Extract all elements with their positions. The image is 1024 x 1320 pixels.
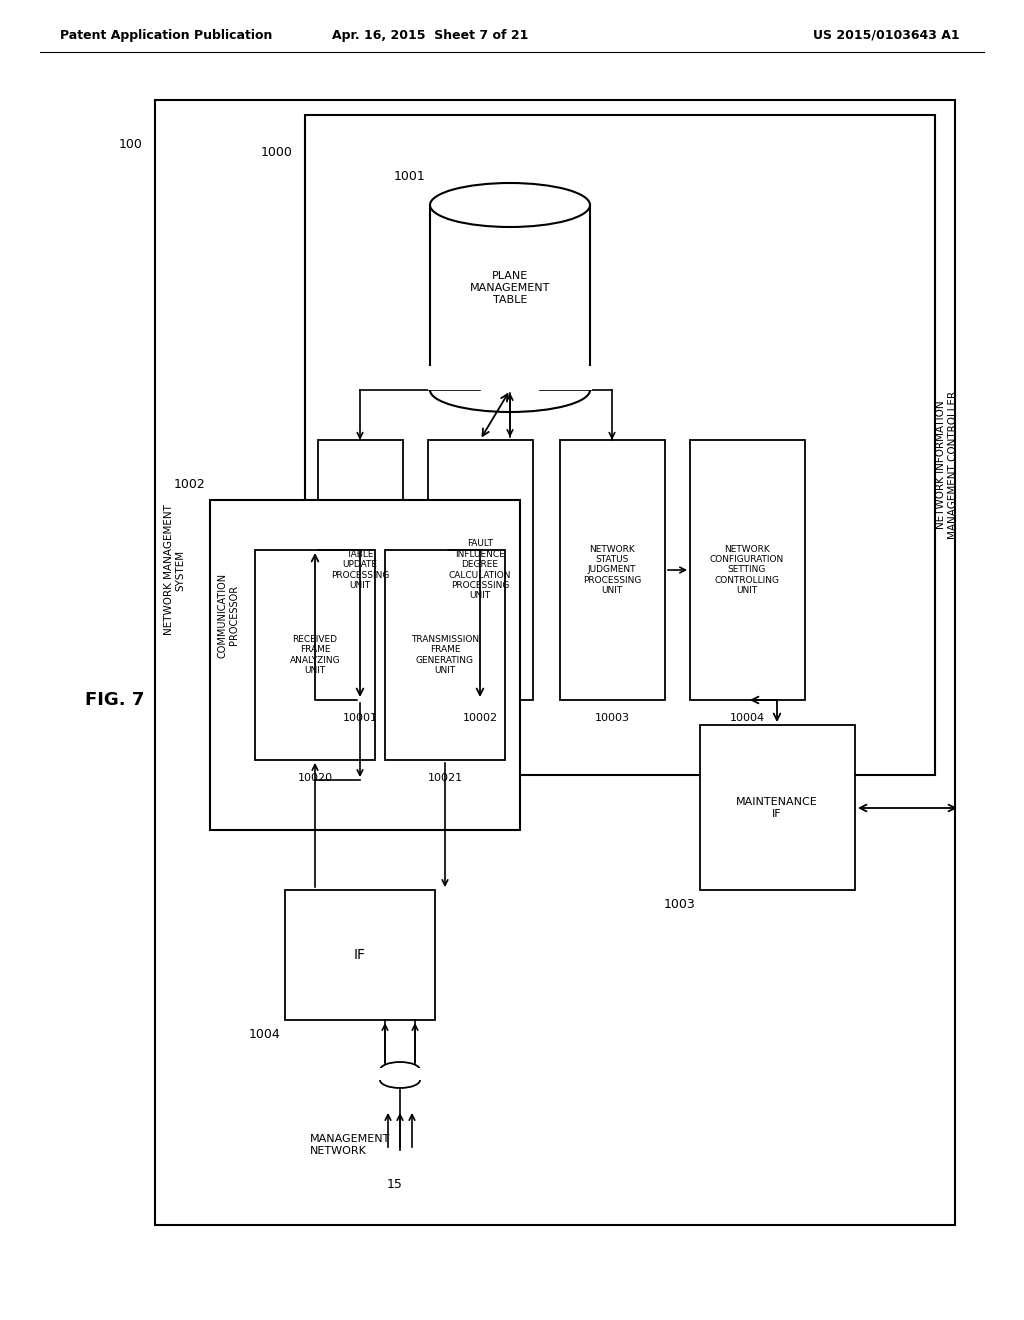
Bar (285, 890, 435, 1020)
Text: 10004: 10004 (729, 713, 765, 723)
Bar (428, 366, 592, 389)
Ellipse shape (430, 368, 590, 412)
Text: MANAGEMENT
NETWORK: MANAGEMENT NETWORK (310, 1134, 390, 1156)
Text: 1003: 1003 (664, 899, 695, 912)
Text: 1002: 1002 (173, 479, 205, 491)
Text: FAULT
INFLUENCE
DEGREE
CALCULATION
PROCESSING
UNIT: FAULT INFLUENCE DEGREE CALCULATION PROCE… (449, 540, 511, 601)
Text: 1004: 1004 (248, 1028, 280, 1041)
Text: Patent Application Publication: Patent Application Publication (60, 29, 272, 41)
Text: 10003: 10003 (595, 713, 630, 723)
Text: 100: 100 (119, 139, 143, 152)
Bar (155, 100, 955, 1225)
Text: FIG. 7: FIG. 7 (85, 690, 144, 709)
Bar (385, 550, 505, 760)
Bar (560, 440, 665, 700)
Text: NETWORK
CONFIGURATION
SETTING
CONTROLLING
UNIT: NETWORK CONFIGURATION SETTING CONTROLLIN… (710, 545, 784, 595)
Text: 10002: 10002 (463, 713, 498, 723)
Text: 10021: 10021 (427, 774, 463, 783)
Ellipse shape (380, 1072, 420, 1088)
Bar (318, 440, 403, 700)
Bar (379, 1068, 421, 1080)
Text: TABLE
UPDATE
PROCESSING
UNIT: TABLE UPDATE PROCESSING UNIT (331, 550, 389, 590)
Bar (430, 205, 590, 389)
Bar (428, 440, 534, 700)
Text: 1000: 1000 (261, 145, 293, 158)
Bar (700, 725, 855, 890)
Text: 1001: 1001 (393, 170, 425, 183)
Bar (210, 500, 520, 830)
Text: 10020: 10020 (297, 774, 333, 783)
Text: NETWORK INFORMATION
MANAGEMENT CONTROLLER: NETWORK INFORMATION MANAGEMENT CONTROLLE… (936, 391, 957, 539)
Text: IF: IF (354, 948, 366, 962)
Text: NETWORK
STATUS
JUDGMENT
PROCESSING
UNIT: NETWORK STATUS JUDGMENT PROCESSING UNIT (583, 545, 641, 595)
Text: RECEIVED
FRAME
ANALYZING
UNIT: RECEIVED FRAME ANALYZING UNIT (290, 635, 340, 675)
Text: COMMUNICATION
PROCESSOR: COMMUNICATION PROCESSOR (217, 573, 239, 657)
Text: MAINTENANCE
IF: MAINTENANCE IF (736, 797, 818, 818)
Text: Apr. 16, 2015  Sheet 7 of 21: Apr. 16, 2015 Sheet 7 of 21 (332, 29, 528, 41)
Ellipse shape (380, 1063, 420, 1078)
Text: PLANE
MANAGEMENT
TABLE: PLANE MANAGEMENT TABLE (470, 272, 550, 305)
Text: 15: 15 (387, 1179, 402, 1192)
Text: US 2015/0103643 A1: US 2015/0103643 A1 (813, 29, 961, 41)
Bar (305, 115, 935, 775)
Text: TRANSMISSION
FRAME
GENERATING
UNIT: TRANSMISSION FRAME GENERATING UNIT (411, 635, 479, 675)
Bar (690, 440, 805, 700)
Text: 10001: 10001 (342, 713, 378, 723)
Ellipse shape (430, 183, 590, 227)
Bar (255, 550, 375, 760)
Text: NETWORK MANAGEMENT
SYSTEM: NETWORK MANAGEMENT SYSTEM (164, 504, 185, 635)
